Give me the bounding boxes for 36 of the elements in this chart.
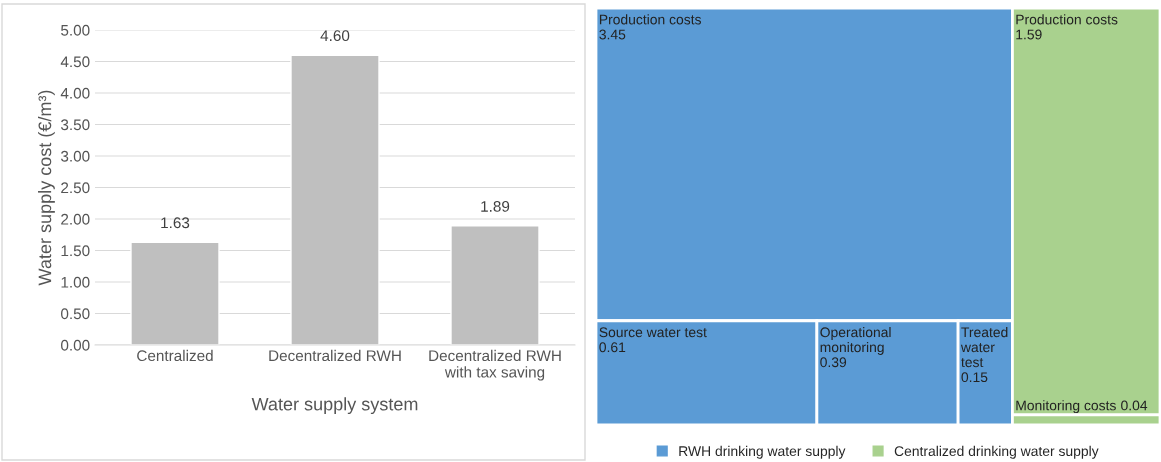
x-tick-label: Decentralized RWH with tax saving <box>429 349 561 381</box>
y-tick-label: 5.00 <box>61 24 90 36</box>
data-label: 3.45 <box>599 29 626 40</box>
x-tick-label: Centralized <box>137 349 213 362</box>
y-tick-label: 1.50 <box>61 245 90 257</box>
data-label: 1.89 <box>481 200 510 212</box>
y-tick-label: 2.50 <box>61 182 90 194</box>
y-tick-label: 3.50 <box>60 119 90 131</box>
y-tick-label: 1.00 <box>61 276 90 288</box>
x-tick-label: Decentralized RWH <box>269 349 401 362</box>
data-label: 1.63 <box>161 217 190 229</box>
category-label: Source water test <box>599 327 707 338</box>
bar <box>450 225 540 345</box>
category-label: Monitoring costs <box>1016 400 1116 414</box>
data-label: 0.39 <box>820 357 847 368</box>
data-label: 4.60 <box>320 30 350 42</box>
data-label: 1.59 <box>1016 29 1042 40</box>
category-label: Treated water test <box>960 327 1008 368</box>
y-tick-label: 4.50 <box>60 56 90 68</box>
bar <box>130 241 220 345</box>
category-label: Operational monitoring <box>820 327 891 355</box>
y-tick-label: 3.00 <box>60 150 90 162</box>
y-tick-label: 0.50 <box>61 308 90 320</box>
data-label: 0.04 <box>1121 400 1148 411</box>
data-label: 0.15 <box>961 372 988 383</box>
y-axis-title: Water supply cost (€/m³) <box>38 90 55 286</box>
y-tick-label: 4.00 <box>60 87 90 99</box>
bar <box>290 54 380 345</box>
legend-label: RWH drinking water supply <box>679 445 846 459</box>
legend-label: Centralized drinking water supply <box>894 445 1099 459</box>
y-tick-label: 2.00 <box>61 213 90 225</box>
y-tick-label: 0.00 <box>61 339 90 351</box>
x-axis-title: Water supply system <box>251 397 418 415</box>
category-label: Production costs <box>1016 14 1118 25</box>
data-label: 0.61 <box>599 342 626 353</box>
category-label: Production costs <box>599 14 701 25</box>
